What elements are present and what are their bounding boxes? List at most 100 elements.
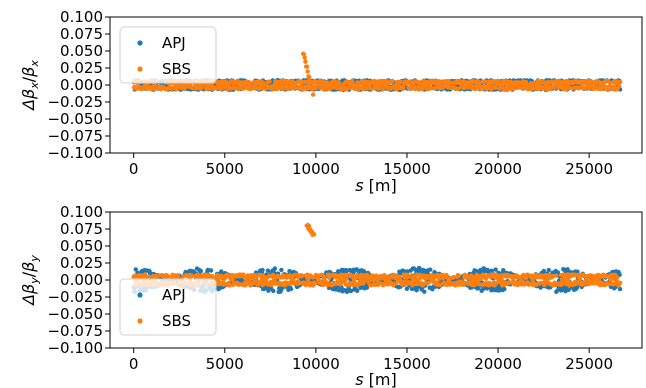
data-point-apj [422, 289, 427, 294]
data-point-sbs [307, 75, 312, 80]
data-point-apj [355, 288, 360, 293]
data-point-sbs [310, 92, 316, 97]
x-tick-label: 10000 [292, 355, 340, 373]
y-tick-label: 0.050 [60, 237, 103, 255]
panel-1-legend: APJ SBS [119, 26, 217, 84]
data-point-sbs [287, 281, 293, 287]
data-point-sbs [483, 276, 489, 281]
data-point-sbs [397, 275, 403, 280]
y-tick-label: −0.100 [47, 144, 103, 162]
data-point-sbs [542, 283, 547, 288]
data-point-apj [617, 286, 623, 292]
data-point-apj [546, 267, 551, 273]
data-point-sbs [415, 79, 420, 85]
data-point-apj [219, 269, 224, 274]
y-tick-label: −0.100 [47, 339, 103, 357]
y-tick-label: 0.025 [60, 254, 103, 272]
data-point-apj [502, 286, 507, 292]
x-tick-label: 25000 [565, 355, 613, 373]
data-point-apj [271, 288, 276, 294]
legend-label-apj: APJ [162, 34, 186, 52]
x-tick-label: 5000 [206, 160, 244, 178]
data-point-sbs [230, 277, 235, 283]
data-point-sbs [303, 282, 308, 288]
data-point-apj [272, 266, 278, 271]
data-point-sbs [521, 272, 526, 278]
data-point-sbs [369, 86, 374, 91]
y-tick-label: −0.075 [47, 322, 103, 340]
data-point-apj [404, 286, 410, 291]
data-point-apj [260, 267, 265, 273]
data-point-sbs [290, 277, 295, 282]
data-point-apj [489, 268, 495, 273]
data-point-apj [208, 268, 214, 273]
data-point-sbs [306, 276, 311, 281]
y-tick-label: 0.100 [60, 8, 103, 26]
x-tick-label: 0 [129, 355, 139, 373]
legend-marker-sbs [137, 66, 143, 72]
data-point-apj [265, 268, 271, 273]
data-point-sbs [451, 274, 456, 280]
y-tick-label: −0.075 [47, 127, 103, 145]
data-point-sbs [554, 273, 559, 278]
x-tick-label: 0 [129, 160, 139, 178]
legend-box [119, 26, 217, 84]
data-point-sbs [398, 79, 403, 84]
data-point-apj [415, 285, 420, 290]
panel-1-x-axis: 0 5000 10000 15000 20000 25000 [129, 153, 613, 178]
x-tick-label: 10000 [292, 160, 340, 178]
legend-box [119, 278, 217, 336]
legend-marker-sbs [137, 318, 143, 324]
data-point-sbs [302, 55, 307, 60]
data-point-sbs [472, 281, 477, 286]
data-point-sbs [523, 276, 529, 281]
data-point-sbs [300, 273, 305, 278]
y-tick-label: 0.025 [60, 59, 103, 77]
y-tick-label: 0.100 [60, 203, 103, 221]
data-point-sbs [577, 272, 582, 278]
data-point-sbs [193, 86, 199, 91]
data-point-sbs [456, 273, 462, 278]
data-point-sbs [393, 281, 398, 286]
data-point-apj [565, 267, 570, 272]
data-point-apj [484, 286, 490, 291]
panel-2-x-axis: 0 5000 10000 15000 20000 25000 [129, 348, 613, 373]
data-point-sbs [281, 86, 287, 91]
data-point-sbs [617, 80, 623, 85]
x-tick-label: 20000 [474, 160, 522, 178]
data-point-sbs [312, 280, 318, 286]
data-point-apj [133, 267, 138, 272]
panel-2-y-axis-title: Δβy/βy [19, 255, 41, 307]
x-tick-label: 15000 [383, 355, 431, 373]
data-point-sbs [209, 273, 215, 279]
data-point-sbs [390, 79, 395, 84]
data-point-sbs [304, 64, 310, 69]
data-point-sbs [438, 282, 443, 287]
data-point-sbs [615, 275, 620, 280]
y-tick-label: −0.050 [47, 110, 103, 128]
data-point-sbs [305, 69, 310, 74]
data-point-sbs [227, 283, 232, 288]
panel-2-legend: APJ SBS [119, 278, 217, 336]
data-point-sbs [567, 85, 572, 91]
data-point-apj [288, 286, 294, 292]
data-point-apj [428, 267, 433, 272]
data-point-sbs [470, 274, 475, 280]
data-point-sbs [401, 85, 406, 90]
data-point-apj [493, 267, 498, 272]
data-point-sbs [175, 273, 181, 278]
y-tick-label: −0.050 [47, 305, 103, 323]
data-point-apj [364, 285, 370, 290]
data-point-apj [566, 287, 571, 292]
y-tick-label: 0.000 [60, 76, 103, 94]
data-point-sbs [219, 273, 224, 279]
data-point-sbs [456, 86, 461, 92]
x-tick-label: 5000 [206, 355, 244, 373]
panel-1-y-axis: 0.1000.0750.0500.0250.000−0.025−0.050−0.… [47, 8, 110, 162]
data-point-sbs [499, 276, 504, 281]
y-tick-label: −0.025 [47, 93, 103, 111]
data-point-sbs [147, 274, 153, 280]
legend-marker-apj [137, 40, 143, 46]
panel-2-y-axis: 0.1000.0750.0500.0250.000−0.025−0.050−0.… [47, 203, 110, 357]
